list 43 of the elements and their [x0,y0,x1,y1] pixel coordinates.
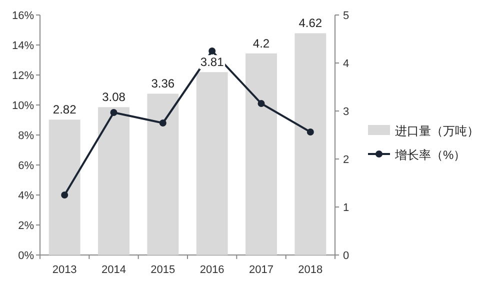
point [306,128,314,136]
point [159,120,166,126]
x-tick-label: 2017 [249,264,274,276]
y-tick-label: 2% [18,220,34,232]
point [61,192,68,198]
y-tick-label: 4% [18,190,34,202]
y-tick-label: 6% [18,160,34,172]
x-tick-label: 2018 [298,264,323,276]
y2-tick-label: 5 [343,10,350,22]
y2-tick-label: 2 [343,154,350,166]
x-tick-label: 2015 [150,264,176,276]
bar [294,33,326,255]
legend-label: 增长率（%） [394,148,466,162]
value-label: 3.36 [150,76,176,91]
x-tick-label: 2013 [52,264,77,276]
value-label: 4.62 [298,16,324,30]
y2-tick-label: 4 [343,58,350,70]
x-tick-label: 2014 [102,264,126,276]
y-tick-label: 10% [12,100,34,112]
bar [246,53,277,255]
point [208,48,216,54]
bar [98,107,130,255]
value-label: 3.81 [199,55,226,70]
point [258,100,265,107]
y-tick-label: 16% [12,10,34,22]
y-tick-label: 0% [18,250,34,262]
y2-tick-label: 3 [343,106,350,118]
bar [147,94,179,255]
legend: 增长率（%） [368,148,466,162]
legend: 进口量（万吨） [368,124,479,138]
y-tick-label: 12% [12,70,34,82]
y-tick-label: 14% [12,40,34,52]
legend-label: 进口量（万吨） [395,124,479,138]
value-label: 4.2 [252,36,271,50]
y2-tick-label: 1 [343,202,350,214]
value-label: 2.82 [52,102,78,117]
y2-tick-label: 0 [343,250,350,262]
value-label: 3.08 [101,90,127,104]
y-tick-label: 8% [18,130,34,142]
bar [48,120,80,255]
x-tick-label: 2016 [200,264,224,276]
point [110,109,118,116]
bar [196,72,228,255]
